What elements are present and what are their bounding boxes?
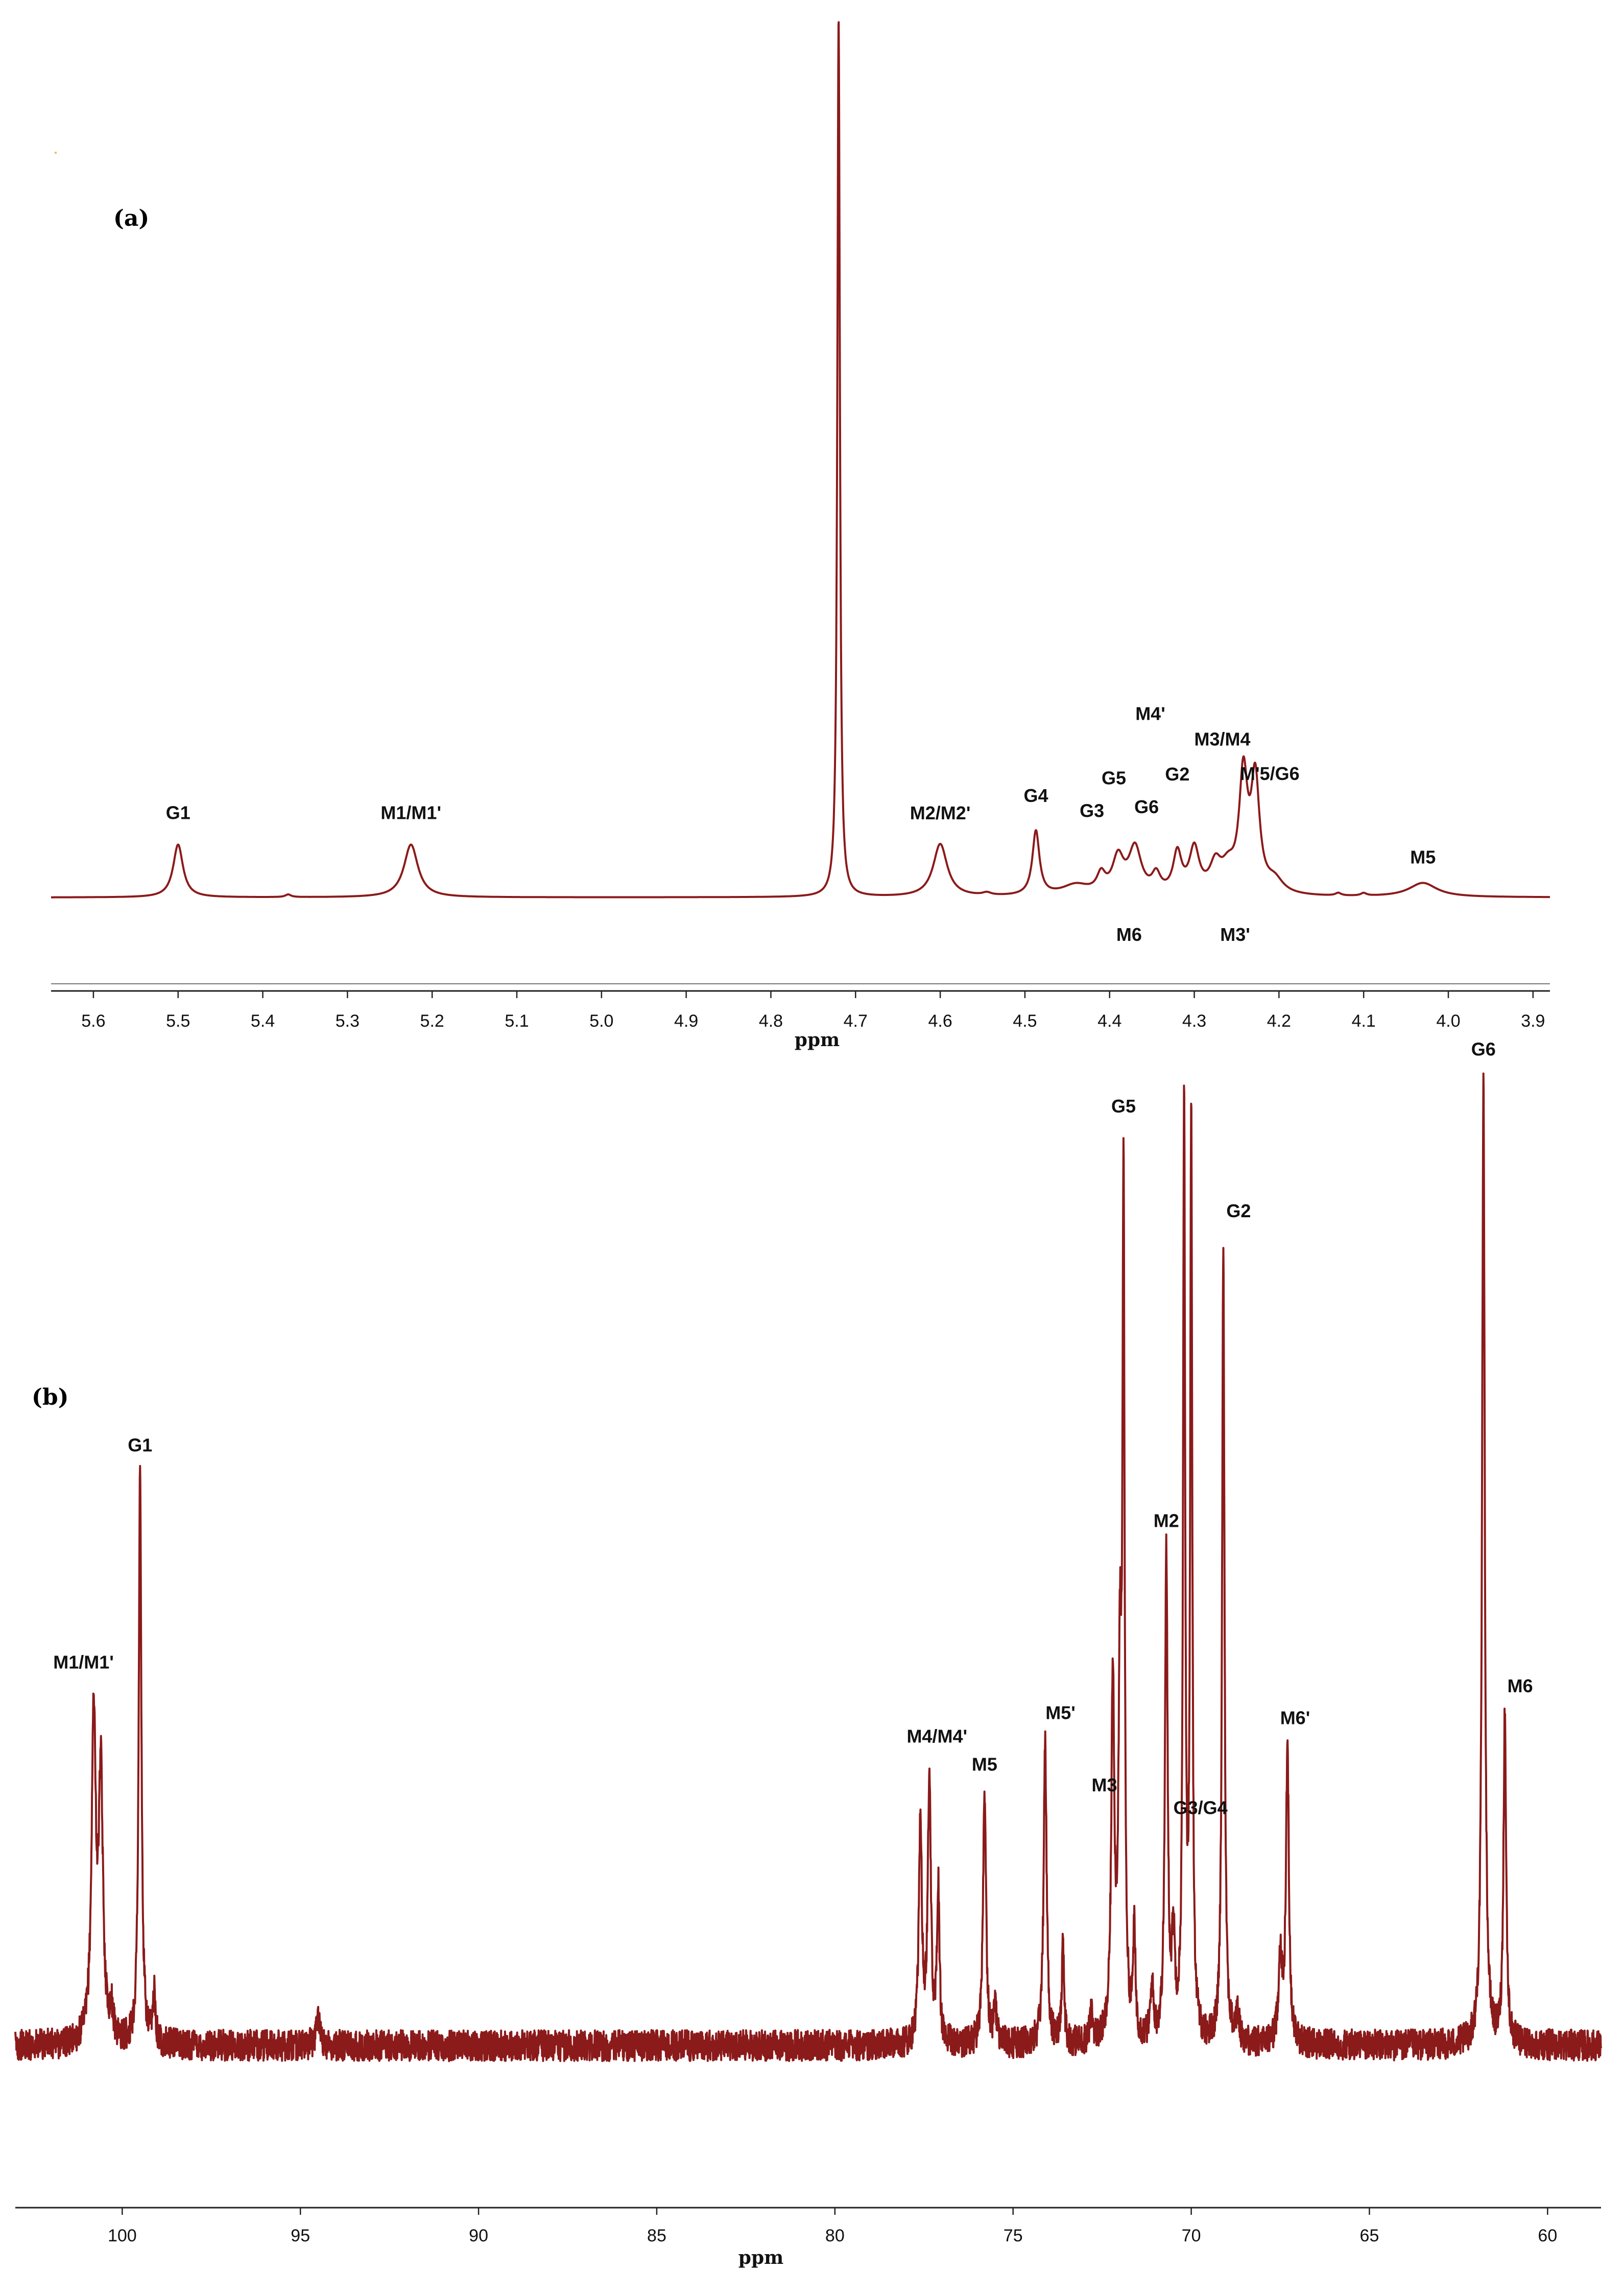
x-tick-label: 5.6 (81, 1011, 105, 1031)
peak-label: M1/M1' (53, 1652, 114, 1673)
panel-b-x-ticks: 100 95 90 85 80 75 70 65 60 (108, 2208, 1557, 2245)
peak-label: M3 (1092, 1775, 1117, 1795)
x-tick-label: 85 (647, 2226, 666, 2245)
x-tick-label: 5.4 (251, 1011, 275, 1031)
stray-mark (55, 152, 57, 154)
peak-label: G5 (1111, 1096, 1136, 1117)
x-tick-label: 80 (825, 2226, 845, 2245)
x-tick-label: 5.0 (589, 1011, 613, 1031)
x-tick-label: 90 (469, 2226, 488, 2245)
x-tick-label: 4.9 (674, 1011, 698, 1031)
x-tick-label: 5.1 (505, 1011, 529, 1031)
x-tick-label: 4.1 (1352, 1011, 1376, 1031)
x-tick-label: 4.6 (928, 1011, 952, 1031)
peak-label: M5 (972, 1754, 997, 1775)
x-tick-label: 3.9 (1521, 1011, 1545, 1031)
x-tick-label: 75 (1004, 2226, 1023, 2245)
panel-b-x-axis-title: ppm (738, 2247, 783, 2268)
x-tick-label: 4.8 (759, 1011, 783, 1031)
peak-label: M2 (1154, 1510, 1179, 1531)
x-tick-label: 5.2 (420, 1011, 444, 1031)
x-tick-label: 70 (1182, 2226, 1201, 2245)
peak-label: M5' (1045, 1702, 1076, 1723)
peak-label: M3' (1220, 924, 1250, 945)
x-tick-label: 4.2 (1267, 1011, 1291, 1031)
peak-label: G2 (1165, 764, 1189, 785)
peak-label: M6' (1280, 1707, 1310, 1728)
peak-label: G4 (1023, 785, 1048, 806)
x-tick-label: 95 (291, 2226, 310, 2245)
x-tick-label: 4.0 (1436, 1011, 1460, 1031)
panel-a-peak-labels: G1 M1/M1' M2/M2' G4 G3 G5 M4' M6 G2 M3/M4 G6 M3' M'5… (166, 703, 1436, 945)
x-tick-label: 4.7 (844, 1011, 868, 1031)
panel-b-spectrum: (b) M1/M1' G1 M4/M4'M5 M5' M3 G5 M2 G3/G4 G2 M6' G… (14, 1039, 1602, 2268)
x-tick-label: 4.5 (1013, 1011, 1037, 1031)
panel-b-peak-labels: M1/M1' G1 M4/M4'M5 M5' M3 G5 M2 G3/G4 G2 M6' G6 M6 (53, 1039, 1533, 1818)
peak-label: G1 (166, 802, 190, 823)
peak-label: M'5/G6 (1240, 763, 1300, 784)
peak-label: G5 (1102, 768, 1126, 789)
peak-label: G6 (1471, 1039, 1496, 1060)
x-tick-label: 4.4 (1097, 1011, 1121, 1031)
panel-a-label: (a) (113, 205, 149, 231)
x-tick-label: 65 (1360, 2226, 1379, 2245)
peak-label: G3/G4 (1174, 1797, 1228, 1818)
panel-a-x-axis-title: ppm (795, 1029, 840, 1051)
peak-label: M6 (1508, 1675, 1533, 1696)
peak-label: M3/M4 (1195, 728, 1251, 749)
panel-a-x-ticks: 5.6 5.5 5.4 5.3 5.2 5.1 5.0 4.9 4.8 4.7 4.6 4.5 4.4 4… (81, 991, 1545, 1031)
peak-label: M1/M1' (380, 802, 441, 823)
x-tick-label: 5.3 (336, 1011, 360, 1031)
peak-label: M5 (1410, 846, 1436, 867)
peak-label: G3 (1080, 800, 1104, 821)
x-tick-label: 100 (108, 2226, 137, 2245)
peak-label: G6 (1134, 796, 1159, 817)
x-tick-label: 60 (1538, 2226, 1557, 2245)
peak-label: G2 (1226, 1200, 1251, 1221)
peak-label: M4' (1135, 703, 1165, 724)
panel-a-spectrum-trace (50, 21, 1551, 898)
panel-a-spectrum: (a) G1 M1/M1' M2/M2' G4 G3 G5 M4' M6 G2 M3/M4 G6 M3… (50, 21, 1551, 1051)
x-tick-label: 5.5 (166, 1011, 190, 1031)
panel-b-label: (b) (32, 1384, 68, 1410)
peak-label: M6 (1116, 924, 1142, 945)
peak-label: G1 (128, 1434, 152, 1455)
panel-b-spectrum-trace (14, 1072, 1602, 2063)
peak-label: M2/M2' (910, 802, 971, 823)
x-tick-label: 4.3 (1182, 1011, 1206, 1031)
peak-label: M4/M4' (906, 1725, 967, 1746)
